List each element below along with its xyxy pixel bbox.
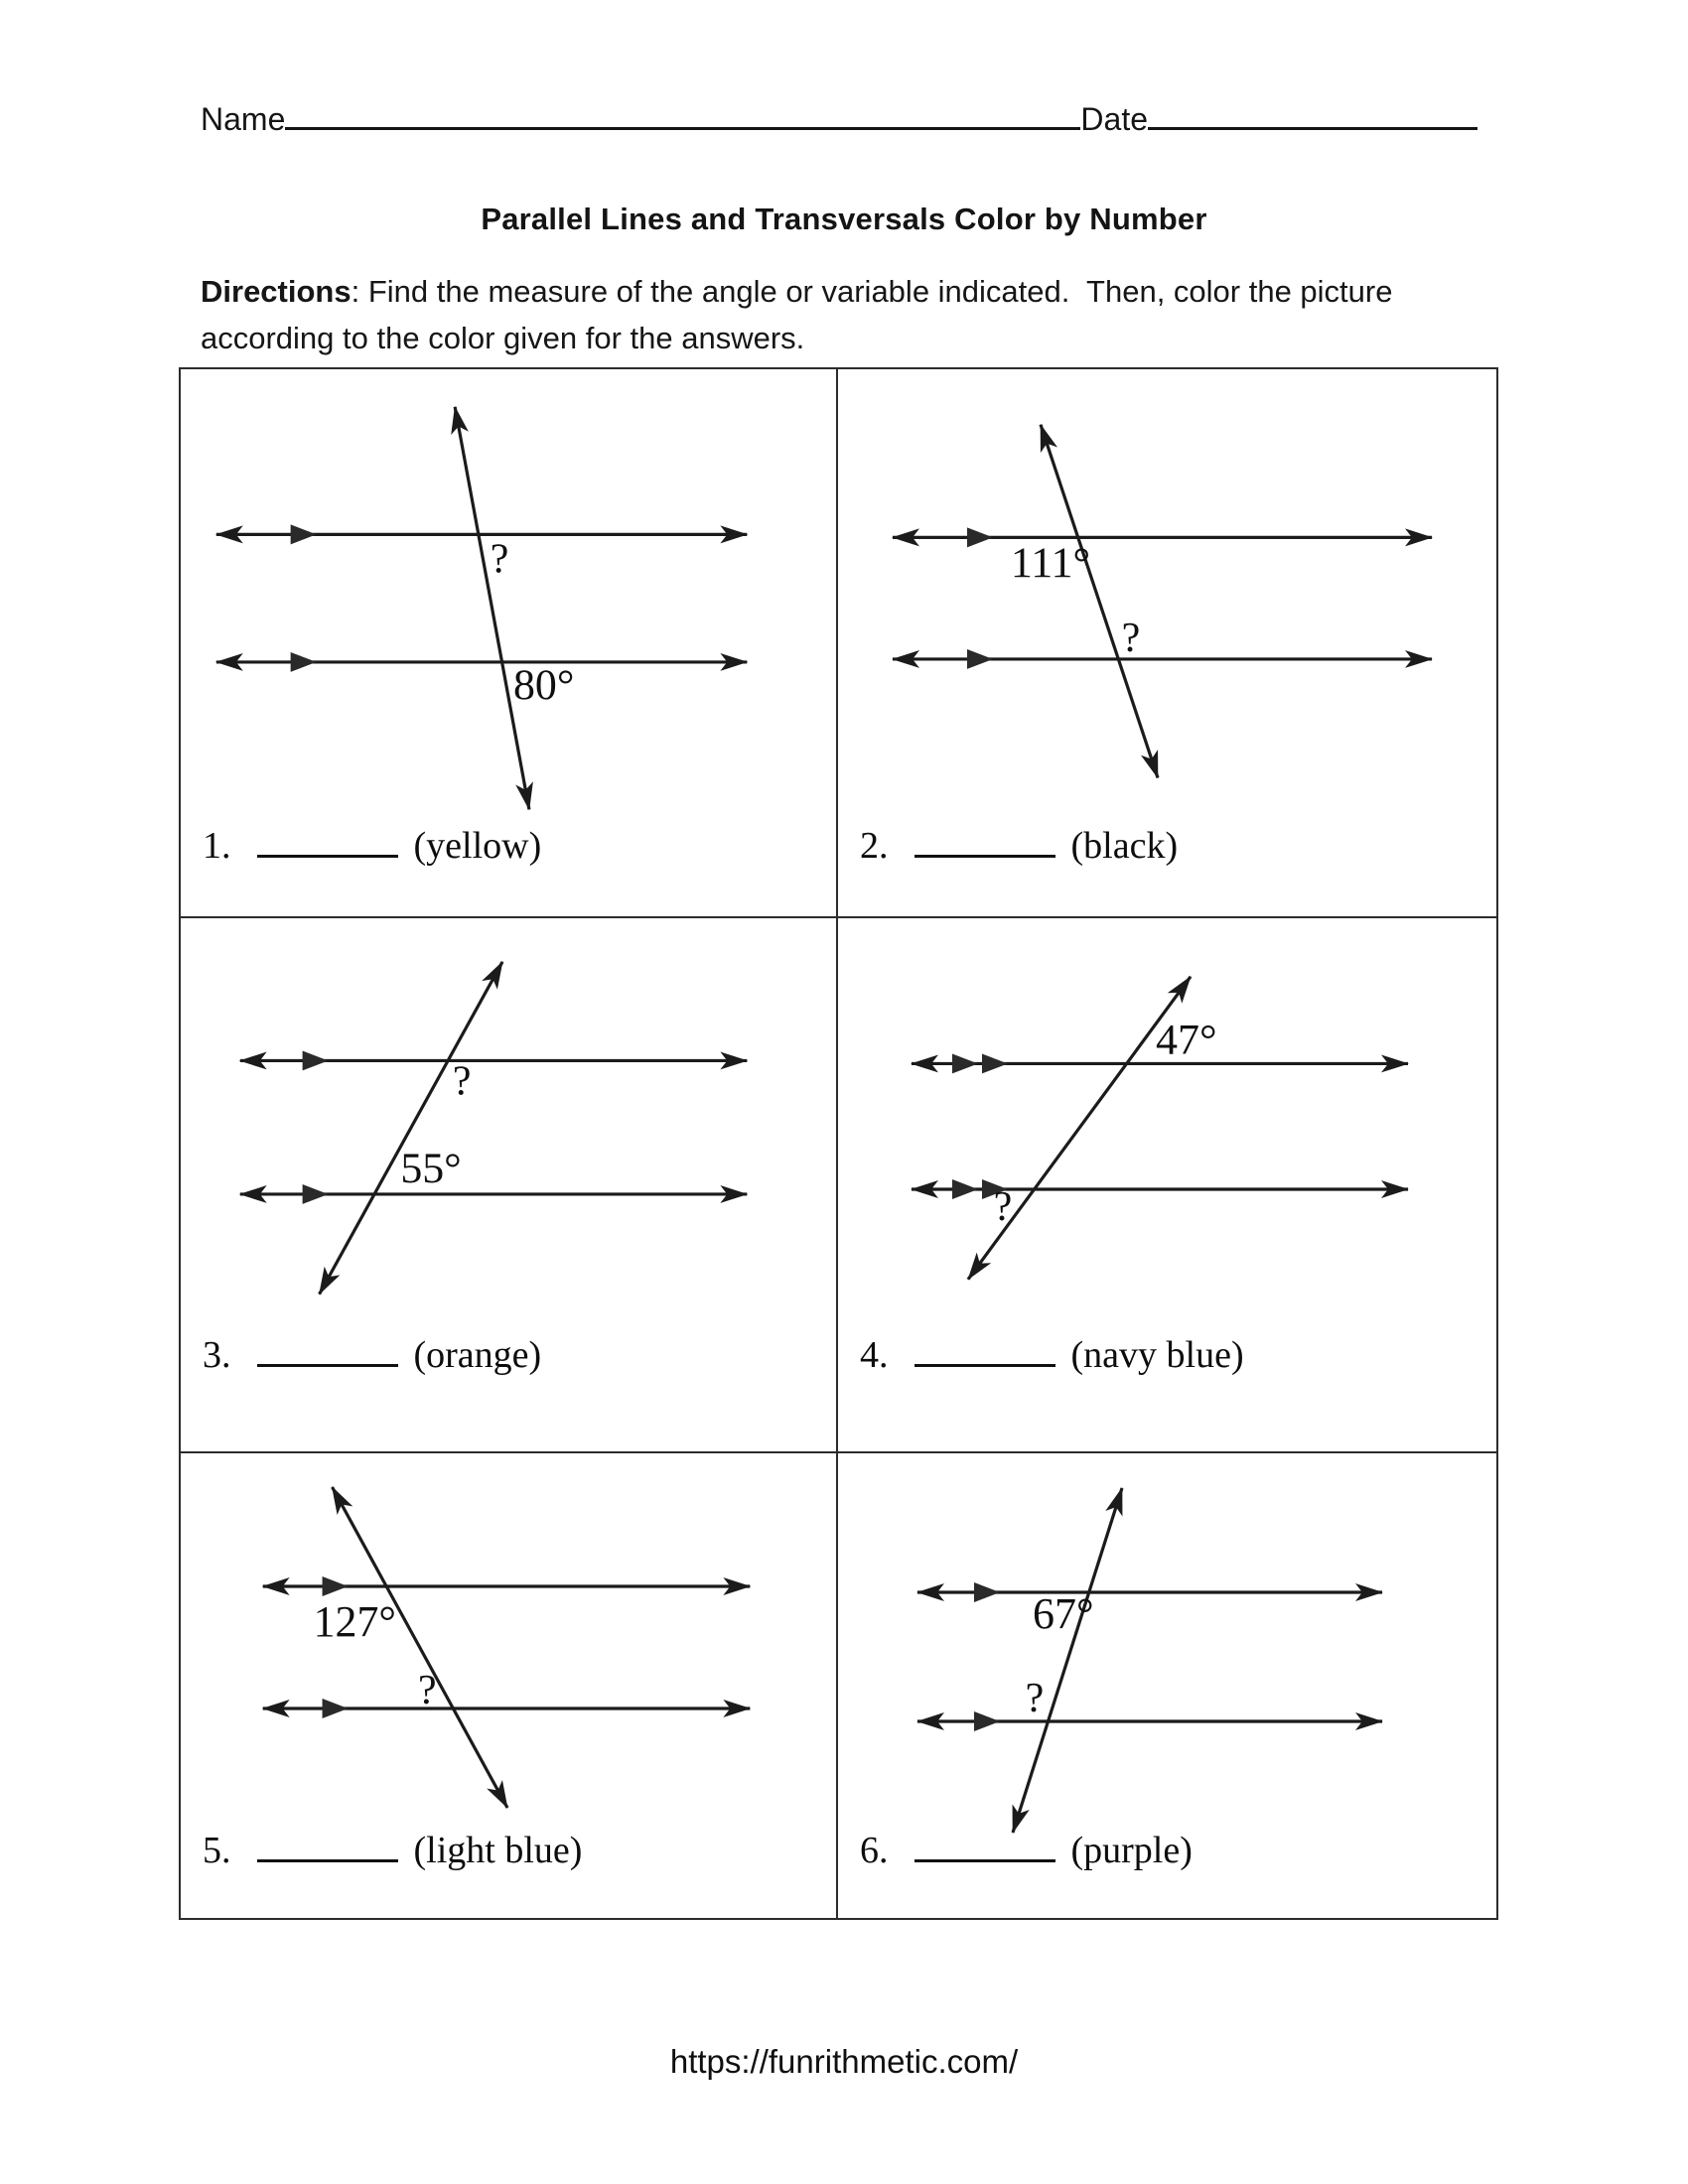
date-label: Date	[1080, 101, 1148, 137]
directions-label: Directions	[201, 274, 352, 309]
given-angle-label: 80°	[513, 661, 574, 709]
problem-panel-3: ? 55° 3. (orange)	[181, 918, 838, 1453]
figure-4: 47° ?	[911, 975, 1409, 1281]
problem-number: 3.	[203, 1334, 231, 1376]
parallel-tick-marker	[952, 1179, 978, 1199]
parallel-tick-marker	[290, 651, 317, 672]
answer-line-2: 2. (black)	[860, 824, 1178, 866]
date-blank-line	[1148, 100, 1477, 130]
problem-number: 5.	[203, 1830, 231, 1871]
problem-number: 6.	[860, 1830, 889, 1871]
problem-panel-1: ? 80° 1. (yellow)	[181, 369, 838, 918]
answer-blank	[256, 1333, 398, 1367]
unknown-angle-label: ?	[453, 1058, 472, 1104]
given-angle-label: 47°	[1156, 1017, 1217, 1064]
parallel-tick-marker	[290, 524, 317, 545]
answer-line-6: 6. (purple)	[860, 1829, 1193, 1870]
unknown-angle-label: ?	[491, 536, 509, 582]
unknown-angle-label: ?	[1122, 615, 1141, 661]
problem-number: 2.	[860, 825, 889, 867]
answer-line-5: 5. (light blue)	[203, 1829, 582, 1870]
page-title: Parallel Lines and Transversals Color by…	[481, 202, 1207, 236]
answer-blank	[914, 824, 1055, 858]
parallel-tick-marker	[322, 1699, 349, 1718]
name-date-row: Name Date	[201, 100, 1477, 138]
unknown-angle-label: ?	[418, 1668, 437, 1713]
footer-url: https://funrithmetic.com/	[669, 2043, 1019, 2080]
parallel-tick-marker	[302, 1050, 329, 1071]
answer-line-4: 4. (navy blue)	[860, 1333, 1244, 1375]
given-angle-label: 111°	[1011, 538, 1090, 587]
transversal-line	[1011, 1487, 1124, 1834]
transversal-line	[451, 405, 533, 811]
color-label: (black)	[1070, 825, 1179, 867]
answer-line-1: 1. (yellow)	[203, 824, 541, 866]
color-label: (orange)	[413, 1334, 542, 1376]
color-label: (purple)	[1070, 1830, 1193, 1871]
parallel-tick-marker	[322, 1576, 349, 1596]
transversal-line	[331, 1486, 509, 1809]
unknown-angle-label: ?	[1026, 1676, 1045, 1721]
given-angle-label: 55°	[400, 1145, 461, 1192]
problem-number: 1.	[203, 825, 231, 867]
figure-3: ? 55°	[238, 960, 749, 1296]
given-angle-label: 127°	[314, 1597, 396, 1646]
figure-6: 67° ?	[916, 1487, 1383, 1834]
name-label: Name	[201, 101, 286, 137]
directions-line-2: according to the color given for the ans…	[201, 321, 805, 355]
unknown-angle-label: ?	[994, 1184, 1013, 1230]
problem-number: 4.	[860, 1334, 889, 1376]
parallel-tick-marker	[967, 527, 993, 548]
answer-line-3: 3. (orange)	[203, 1333, 541, 1375]
directions-text: Directions: Find the measure of the angl…	[201, 268, 1462, 361]
name-blank-line	[285, 100, 1081, 130]
problem-panel-6: 67° ? 6. (purple)	[838, 1453, 1496, 1918]
transversal-line	[318, 960, 504, 1296]
figure-5: 127° ?	[261, 1486, 752, 1809]
directions-line-1: Directions: Find the measure of the angl…	[201, 274, 1393, 309]
color-label: (navy blue)	[1070, 1334, 1244, 1376]
transversal-line	[966, 975, 1193, 1281]
problems-grid: ? 80° 1. (yellow) 111° ? 2. (black)	[179, 367, 1498, 1920]
color-label: (yellow)	[413, 825, 542, 867]
parallel-tick-marker	[952, 1053, 978, 1074]
given-angle-label: 67°	[1033, 1589, 1094, 1638]
parallel-tick-marker	[982, 1053, 1008, 1074]
answer-blank	[256, 1829, 398, 1862]
parallel-tick-marker	[302, 1184, 329, 1204]
answer-blank	[256, 824, 398, 858]
figure-2: 111° ?	[892, 423, 1433, 779]
transversal-line	[1039, 423, 1160, 779]
parallel-tick-marker	[974, 1711, 1000, 1731]
answer-blank	[914, 1829, 1055, 1862]
parallel-tick-marker	[974, 1582, 1000, 1602]
problem-panel-5: 127° ? 5. (light blue)	[181, 1453, 838, 1918]
answer-blank	[914, 1333, 1055, 1367]
problem-panel-2: 111° ? 2. (black)	[838, 369, 1496, 918]
parallel-tick-marker	[967, 648, 993, 669]
color-label: (light blue)	[413, 1830, 583, 1871]
problem-panel-4: 47° ? 4. (navy blue)	[838, 918, 1496, 1453]
figure-1: ? 80°	[214, 405, 749, 811]
